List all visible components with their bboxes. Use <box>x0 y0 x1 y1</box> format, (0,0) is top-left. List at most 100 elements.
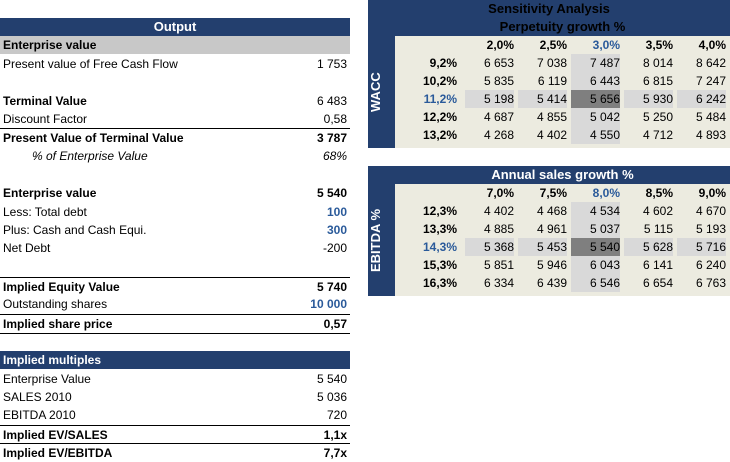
sens2-cell[interactable]: 5 037 <box>571 220 620 238</box>
shares-row[interactable]: Outstanding shares 10 000 <box>0 295 350 313</box>
sens2-cell[interactable]: 6 141 <box>642 258 673 272</box>
sens1-cell[interactable]: 6 119 <box>537 74 567 88</box>
sens2-cell[interactable]: 6 546 <box>571 274 620 292</box>
sens1-cell[interactable]: 8 642 <box>695 56 726 70</box>
sens1-cell[interactable]: 6 815 <box>642 74 673 88</box>
sens2-cell[interactable]: 5 453 <box>518 238 567 256</box>
sens2-cell[interactable]: 6 240 <box>695 258 726 272</box>
sens2-cell[interactable]: 5 851 <box>483 258 514 272</box>
sens1-cell[interactable]: 4 550 <box>571 126 620 144</box>
sens1-cell[interactable]: 8 014 <box>642 56 673 70</box>
multiples-sales-value: 5 036 <box>316 390 347 404</box>
enterprise-value-label: Enterprise value <box>3 186 97 200</box>
sens2-cell[interactable]: 4 961 <box>536 222 567 236</box>
sens2-cell[interactable]: 4 670 <box>695 204 726 218</box>
share-price-row[interactable]: Implied share price 0,57 <box>0 314 350 334</box>
pv-tv-label: Present Value of Terminal Value <box>3 131 184 145</box>
sens1-cell[interactable]: 6 443 <box>571 72 620 90</box>
sens1-cell[interactable]: 4 712 <box>642 128 673 142</box>
sens2-cell[interactable]: 4 402 <box>483 204 514 218</box>
sens2-cell[interactable]: 6 439 <box>536 276 567 290</box>
ev-ebitda-value: 7,7x <box>323 446 347 460</box>
pv-tv-row[interactable]: Present Value of Terminal Value 3 787 <box>0 128 350 147</box>
multiples-ev-row[interactable]: Enterprise Value 5 540 <box>0 370 350 388</box>
sens2-cell[interactable]: 5 193 <box>695 222 726 236</box>
sens2-col-header: 9,0% <box>698 186 726 200</box>
sens2-cell[interactable]: 6 654 <box>642 276 673 290</box>
sens2-row-header: 12,3% <box>422 204 457 218</box>
enterprise-value-row[interactable]: Enterprise value 5 540 <box>0 184 350 202</box>
multiples-ebitda-row[interactable]: EBITDA 2010 720 <box>0 406 350 424</box>
sens1-cell[interactable]: 6 242 <box>677 90 726 108</box>
sens1-cell[interactable]: 4 687 <box>483 110 514 124</box>
net-debt-row[interactable]: Net Debt -200 <box>0 239 350 257</box>
sens1-cell[interactable]: 5 835 <box>483 74 514 88</box>
sens2-col-header: 7,5% <box>539 186 567 200</box>
sens2-cell[interactable]: 4 534 <box>571 202 620 220</box>
sens2-cell[interactable]: 5 368 <box>465 238 514 256</box>
sens1-cell[interactable]: 5 250 <box>642 110 673 124</box>
sens2-cell[interactable]: 4 602 <box>642 204 673 218</box>
sens2-cell[interactable]: 5 115 <box>643 222 673 236</box>
sens2-cell[interactable]: 6 763 <box>695 276 726 290</box>
sens1-cell[interactable]: 5 484 <box>695 110 726 124</box>
sens2-row-axis-label: EBITDA % <box>368 208 383 272</box>
pv-fcf-row[interactable]: Present value of Free Cash Flow 1 753 <box>0 55 350 73</box>
sens1-cell[interactable]: 4 402 <box>536 128 567 142</box>
sens1-cell[interactable]: 7 487 <box>571 54 620 72</box>
terminal-value-label: Terminal Value <box>3 94 87 108</box>
discount-factor-row[interactable]: Discount Factor 0,58 <box>0 110 350 128</box>
equity-value-row[interactable]: Implied Equity Value 5 740 <box>0 277 350 296</box>
sens1-row-header: 11,2% <box>423 92 457 106</box>
sens2-cell[interactable]: 6 043 <box>571 256 620 274</box>
sens1-cell[interactable]: 5 656 <box>571 90 620 108</box>
cash-value: 300 <box>326 223 347 237</box>
sens2-cell[interactable]: 5 716 <box>677 238 726 256</box>
shares-value: 10 000 <box>310 297 347 311</box>
multiples-ev-label: Enterprise Value <box>3 372 91 386</box>
sens2-cell[interactable]: 4 885 <box>483 222 514 236</box>
sensitivity-table-wacc: Sensitivity Analysis Perpetuity growth %… <box>368 0 730 148</box>
output-header: Output <box>0 18 350 36</box>
multiples-ebitda-value: 720 <box>326 408 347 422</box>
sens2-cell[interactable]: 5 946 <box>536 258 567 272</box>
terminal-value-value: 6 483 <box>316 94 347 108</box>
sens1-cell[interactable]: 5 930 <box>624 90 673 108</box>
sens1-col-header: 2,0% <box>486 38 514 52</box>
equity-value-value: 5 740 <box>316 280 347 294</box>
sens2-cell[interactable]: 5 540 <box>571 238 620 256</box>
sens1-cell[interactable]: 4 855 <box>536 110 567 124</box>
sens2-title-bar <box>368 166 730 184</box>
multiples-sales-row[interactable]: SALES 2010 5 036 <box>0 388 350 406</box>
terminal-value-row[interactable]: Terminal Value 6 483 <box>0 92 350 110</box>
pv-tv-value: 3 787 <box>316 131 347 145</box>
pv-fcf-value: 1 753 <box>316 57 347 71</box>
cash-row[interactable]: Plus: Cash and Cash Equi. 300 <box>0 221 350 239</box>
ev-sales-row[interactable]: Implied EV/SALES 1,1x <box>0 425 350 444</box>
sens2-cell[interactable]: 4 468 <box>536 204 567 218</box>
discount-factor-label: Discount Factor <box>3 112 88 126</box>
sens2-row-header: 13,3% <box>422 222 457 236</box>
sens1-row-header: 10,2% <box>422 74 457 88</box>
multiples-ebitda-label: EBITDA 2010 <box>3 408 76 422</box>
pv-fcf-label: Present value of Free Cash Flow <box>3 57 178 71</box>
total-debt-row[interactable]: Less: Total debt 100 <box>0 203 350 221</box>
sensitivity-table-ebitda: Annual sales growth % EBITDA % 7,0% 7,5% 8… <box>368 166 730 296</box>
sens1-cell[interactable]: 5 198 <box>465 90 514 108</box>
share-price-value: 0,57 <box>323 317 347 331</box>
sens1-cell[interactable]: 5 414 <box>518 90 567 108</box>
total-debt-label: Less: Total debt <box>3 205 87 219</box>
sens1-cell[interactable]: 4 893 <box>695 128 726 142</box>
sens2-cell[interactable]: 6 334 <box>483 276 514 290</box>
sens2-cell[interactable]: 5 628 <box>624 238 673 256</box>
share-price-label: Implied share price <box>3 317 113 331</box>
sens1-cell[interactable]: 5 042 <box>571 108 620 126</box>
ev-ebitda-row[interactable]: Implied EV/EBITDA 7,7x <box>0 443 350 462</box>
sens1-cell[interactable]: 4 268 <box>483 128 514 142</box>
multiples-sales-label: SALES 2010 <box>3 390 72 404</box>
sens1-cell[interactable]: 7 038 <box>536 56 567 70</box>
sens1-cell[interactable]: 6 653 <box>483 56 514 70</box>
pct-ev-row[interactable]: % of Enterprise Value 68% <box>0 147 350 165</box>
sens1-cell[interactable]: 7 247 <box>695 74 726 88</box>
sens2-col-header: 8,0% <box>592 186 620 200</box>
